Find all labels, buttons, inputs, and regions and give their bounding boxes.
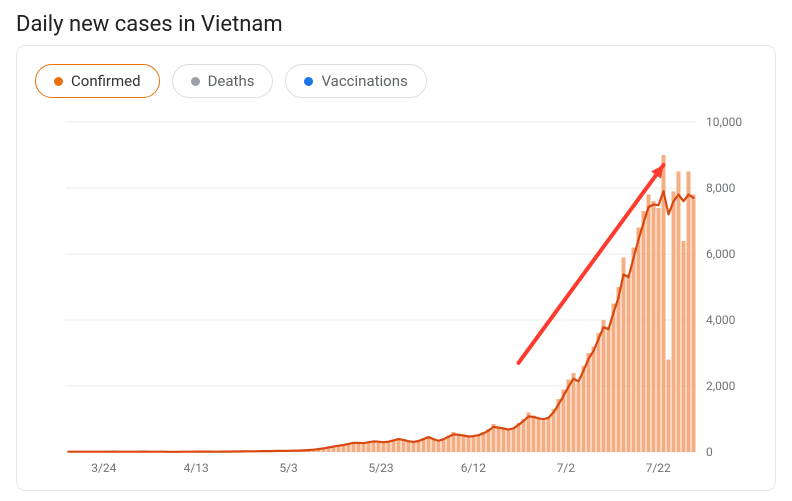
tab-label: Confirmed — [71, 72, 141, 90]
svg-text:4,000: 4,000 — [706, 313, 736, 327]
svg-text:5/3: 5/3 — [279, 461, 297, 475]
chart-card: Confirmed Deaths Vaccinations 0 2,000 4,00… — [16, 45, 776, 491]
tab-confirmed[interactable]: Confirmed — [35, 64, 160, 98]
svg-text:0: 0 — [706, 445, 713, 459]
dot-icon — [54, 77, 63, 86]
tab-label: Vaccinations — [321, 72, 407, 90]
dot-icon — [304, 77, 313, 86]
page-title: Daily new cases in Vietnam — [16, 12, 776, 37]
svg-text:8,000: 8,000 — [706, 181, 736, 195]
svg-text:2,000: 2,000 — [706, 379, 736, 393]
tab-vaccinations[interactable]: Vaccinations — [285, 64, 426, 98]
svg-text:7/22: 7/22 — [646, 461, 671, 475]
svg-text:5/23: 5/23 — [368, 461, 393, 475]
tab-label: Deaths — [208, 72, 255, 90]
tab-row: Confirmed Deaths Vaccinations — [35, 64, 757, 98]
chart-area: 0 2,000 4,000 6,000 8,000 10,000 3/24 4/13 5/3 5/… — [35, 112, 757, 482]
daily-cases-chart: 0 2,000 4,000 6,000 8,000 10,000 3/24 4/13 5/3 5/… — [35, 112, 757, 482]
svg-text:4/13: 4/13 — [184, 461, 209, 475]
svg-text:7/2: 7/2 — [557, 461, 576, 475]
svg-text:6,000: 6,000 — [706, 247, 736, 261]
dot-icon — [191, 77, 200, 86]
svg-text:3/24: 3/24 — [91, 461, 116, 475]
svg-text:10,000: 10,000 — [706, 115, 742, 129]
svg-text:6/12: 6/12 — [461, 461, 486, 475]
tab-deaths[interactable]: Deaths — [172, 64, 274, 98]
